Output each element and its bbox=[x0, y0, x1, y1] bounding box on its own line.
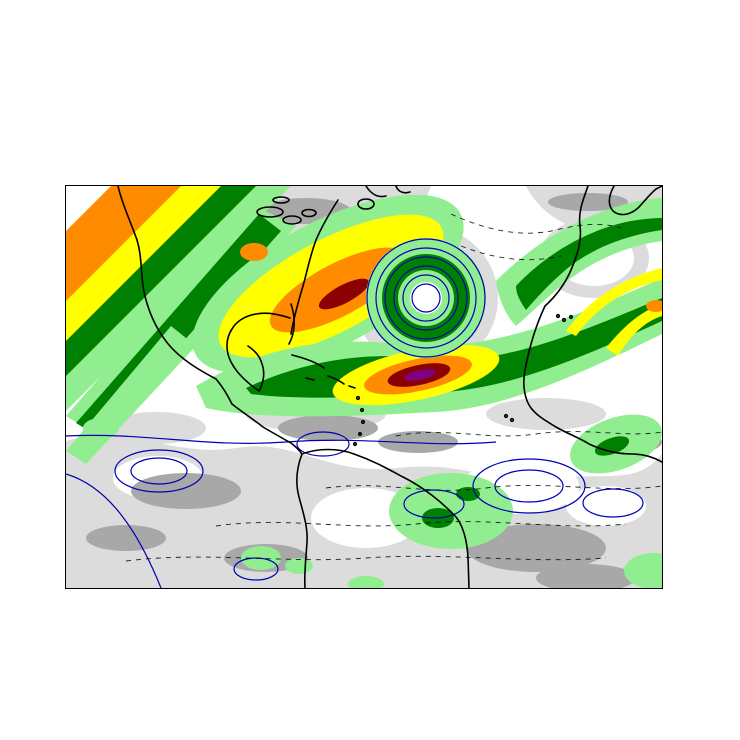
height-contour-loops bbox=[66, 238, 644, 588]
map-plot-area bbox=[65, 185, 663, 589]
dashed-contours bbox=[125, 213, 662, 562]
coastlines bbox=[117, 186, 662, 588]
wind-speed-shading bbox=[66, 186, 662, 588]
weather-map-canvas bbox=[66, 186, 662, 588]
